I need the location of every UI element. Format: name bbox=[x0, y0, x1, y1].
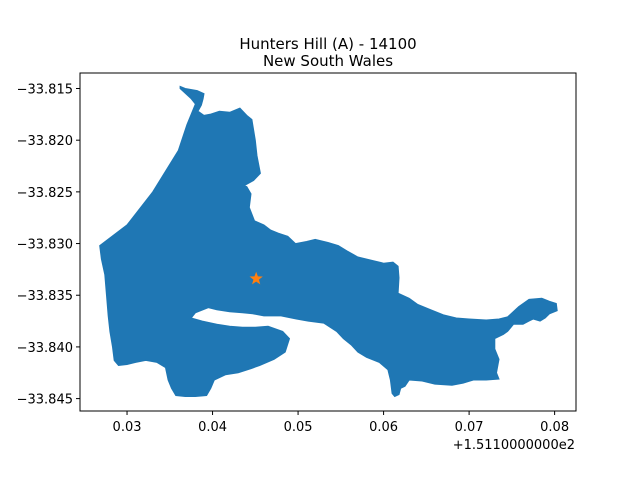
y-tick-label: −33.830 bbox=[17, 238, 73, 253]
y-tick-label: −33.840 bbox=[17, 341, 73, 356]
x-tick-label: 0.08 bbox=[540, 420, 569, 435]
y-axis: −33.815 −33.820 −33.825 −33.830 −33.835 −33.8… bbox=[17, 83, 80, 408]
y-tick-label: −33.820 bbox=[17, 134, 73, 149]
centroid-star-marker bbox=[249, 271, 263, 285]
x-tick-label: 0.05 bbox=[284, 420, 313, 435]
x-tick-label: 0.04 bbox=[198, 420, 227, 435]
y-tick-label: −33.815 bbox=[17, 83, 73, 98]
y-tick-label: −33.845 bbox=[17, 393, 73, 408]
x-axis-offset-label: +1.5110000000e2 bbox=[453, 438, 575, 453]
chart-title-line2: New South Wales bbox=[263, 52, 393, 70]
plot-area bbox=[99, 85, 558, 398]
x-tick-label: 0.03 bbox=[113, 420, 142, 435]
region-shape bbox=[99, 85, 558, 398]
chart-title-line1: Hunters Hill (A) - 14100 bbox=[239, 35, 416, 53]
y-tick-label: −33.835 bbox=[17, 289, 73, 304]
axes-frame bbox=[79, 72, 577, 412]
x-tick-label: 0.06 bbox=[369, 420, 398, 435]
x-tick-label: 0.07 bbox=[455, 420, 484, 435]
x-axis: 0.03 0.04 0.05 0.06 0.07 0.08 bbox=[113, 411, 569, 435]
y-tick-label: −33.825 bbox=[17, 186, 73, 201]
